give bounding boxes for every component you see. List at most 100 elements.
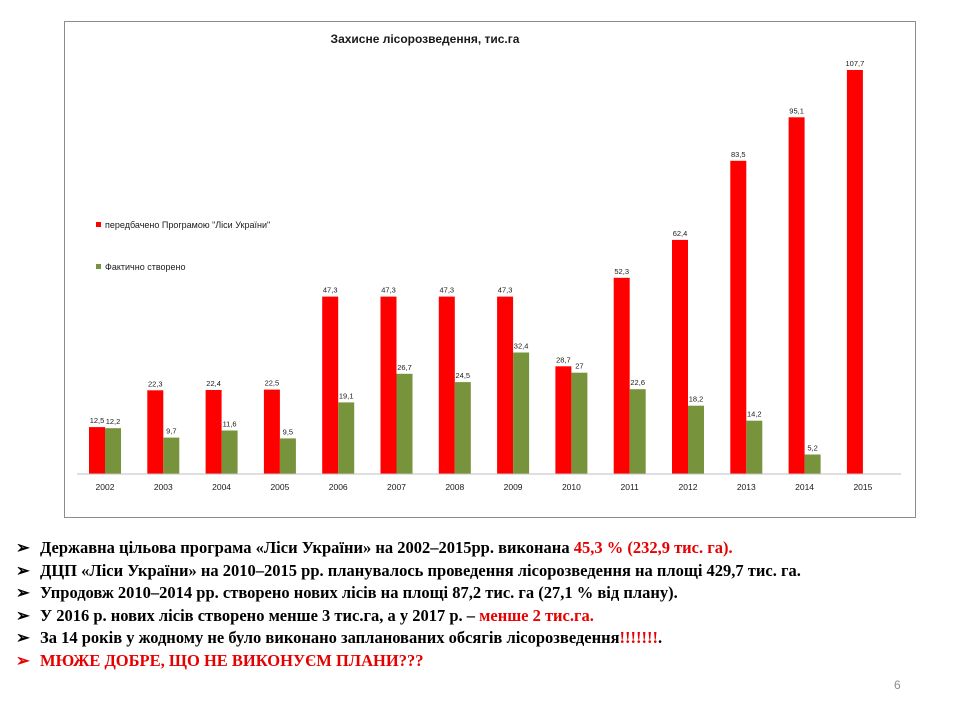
bullet-text: Упродовж 2010–2014 рр. створено нових лі… xyxy=(40,583,678,602)
data-label-actual-2012: 18,2 xyxy=(689,395,704,404)
bar-planned-2014 xyxy=(788,117,805,475)
bullet-arrow-icon: ➢ xyxy=(16,628,30,647)
data-label-planned-2013: 83,5 xyxy=(731,150,746,159)
bar-planned-2013 xyxy=(730,160,747,475)
bar-planned-2002 xyxy=(89,427,105,474)
bar-actual-2003 xyxy=(163,437,180,474)
x-tick-label-2002: 2002 xyxy=(96,482,115,492)
bullet-text-highlight: !!!!!!! xyxy=(619,628,659,647)
bullet-item: ➢ За 14 років у жодному не було виконано … xyxy=(16,627,948,650)
data-label-planned-2002: 12,5 xyxy=(90,416,105,425)
bullet-text: За 14 років у жодному не було виконано з… xyxy=(40,628,620,647)
data-label-actual-2013: 14,2 xyxy=(747,410,762,419)
data-label-actual-2009: 32,4 xyxy=(514,342,529,351)
x-tick-label-2005: 2005 xyxy=(270,482,289,492)
bar-planned-2015 xyxy=(846,70,863,474)
data-label-planned-2010: 28,7 xyxy=(556,355,571,364)
bar-planned-2005 xyxy=(263,389,280,474)
x-tick-label-2007: 2007 xyxy=(387,482,406,492)
chart-legend: передбачено Програмою "Ліси України" Фак… xyxy=(96,220,270,272)
data-label-planned-2006: 47,3 xyxy=(323,286,338,295)
bar-planned-2010 xyxy=(555,366,572,474)
chart-title: Захисне лісорозведення, тис.га xyxy=(331,32,520,46)
bullet-text: . xyxy=(658,628,663,647)
bar-planned-2003 xyxy=(147,390,164,474)
x-tick-label-2015: 2015 xyxy=(853,482,872,492)
bar-planned-2008 xyxy=(438,296,455,474)
data-label-actual-2003: 9,7 xyxy=(166,427,176,436)
bullet-item: ➢ Упродовж 2010–2014 рр. створено нових л… xyxy=(16,582,948,605)
bullet-item: ➢ МЮЖЕ ДОБРЕ, ЩО НЕ ВИКОНУЄМ ПЛАНИ??? xyxy=(16,650,948,673)
x-tick-label-2012: 2012 xyxy=(679,482,698,492)
data-label-actual-2011: 22,6 xyxy=(630,378,645,387)
bullet-text: Державна цільова програма «Ліси України»… xyxy=(40,538,574,557)
data-label-planned-2004: 22,4 xyxy=(206,379,221,388)
bullet-item: ➢ У 2016 р. нових лісів створено менше 3 … xyxy=(16,605,948,628)
data-label-planned-2005: 22,5 xyxy=(265,379,280,388)
bullet-arrow-icon: ➢ xyxy=(16,650,30,670)
bullet-item: ➢ ДЦП «Ліси України» на 2010–2015 рр. пла… xyxy=(16,560,948,583)
legend-swatch-planned xyxy=(96,222,101,227)
x-tick-label-2009: 2009 xyxy=(504,482,523,492)
bar-actual-2010 xyxy=(571,372,588,474)
x-tick-label-2008: 2008 xyxy=(445,482,464,492)
data-label-actual-2007: 26,7 xyxy=(397,363,412,372)
x-tick-label-2006: 2006 xyxy=(329,482,348,492)
x-tick-label-2004: 2004 xyxy=(212,482,231,492)
bar-planned-2009 xyxy=(497,296,514,474)
bar-planned-2011 xyxy=(613,277,630,474)
data-label-actual-2006: 19,1 xyxy=(339,391,354,400)
data-label-actual-2008: 24,5 xyxy=(455,371,470,380)
bullet-arrow-icon: ➢ xyxy=(16,538,30,557)
bar-actual-2002 xyxy=(105,428,121,474)
bullet-text-highlight: 45,3 % (232,9 тис. га). xyxy=(573,538,733,557)
data-label-planned-2003: 22,3 xyxy=(148,379,163,388)
data-label-planned-2012: 62,4 xyxy=(673,229,688,238)
data-label-actual-2010: 27 xyxy=(575,362,583,371)
bar-actual-2011 xyxy=(629,389,646,474)
bar-actual-2006 xyxy=(338,402,355,474)
data-label-planned-2011: 52,3 xyxy=(614,267,629,276)
bars-group: 12,5 12,2 22,3 9,7 22,4 11,6 22,5 9,5 47,3 19,1 47… xyxy=(89,59,865,475)
bullet-arrow-icon: ➢ xyxy=(16,560,30,580)
bar-planned-2006 xyxy=(322,296,339,474)
data-label-actual-2014: 5,2 xyxy=(807,444,817,453)
data-label-planned-2015: 107,7 xyxy=(846,59,865,68)
data-label-actual-2002: 12,2 xyxy=(106,417,121,426)
bar-actual-2004 xyxy=(221,430,238,474)
bar-planned-2004 xyxy=(205,390,222,474)
bullet-text-highlight: менше 2 тис.га. xyxy=(479,605,594,625)
bullet-item: ➢ Державна цільова програма «Ліси України… xyxy=(16,537,948,560)
data-label-actual-2004: 11,6 xyxy=(223,420,237,429)
bar-actual-2012 xyxy=(688,405,704,474)
bar-planned-2012 xyxy=(672,239,688,474)
bullet-text-highlight: МЮЖЕ ДОБРЕ, ЩО НЕ ВИКОНУЄМ ПЛАНИ??? xyxy=(40,650,424,670)
bar-chart: Захисне лісорозведення, тис.га передбаче… xyxy=(77,32,901,492)
data-label-planned-2014: 95,1 xyxy=(789,106,804,115)
bullet-arrow-icon: ➢ xyxy=(16,583,30,602)
data-label-planned-2009: 47,3 xyxy=(498,286,513,295)
x-tick-label-2010: 2010 xyxy=(562,482,581,492)
bullet-arrow-icon: ➢ xyxy=(16,605,30,625)
bar-planned-2007 xyxy=(380,296,397,474)
bar-actual-2008 xyxy=(454,382,471,474)
x-tick-label-2013: 2013 xyxy=(737,482,756,492)
data-label-planned-2007: 47,3 xyxy=(381,286,396,295)
page-number: 6 xyxy=(894,678,901,692)
bullet-text: ДЦП «Ліси України» на 2010–2015 рр. план… xyxy=(40,560,801,580)
legend-label-actual: Фактично створено xyxy=(105,262,186,272)
bar-actual-2013 xyxy=(746,420,763,474)
bar-actual-2014 xyxy=(804,454,821,474)
legend-swatch-actual xyxy=(96,264,101,269)
x-tick-group: 2002 2003 2004 2005 2006 2007 2008 2009 2010 2011… xyxy=(96,482,873,492)
legend-label-planned: передбачено Програмою "Ліси України" xyxy=(105,220,270,230)
bar-actual-2009 xyxy=(513,352,530,474)
data-label-actual-2005: 9,5 xyxy=(283,427,293,436)
x-tick-label-2003: 2003 xyxy=(154,482,173,492)
chart-frame: Захисне лісорозведення, тис.га передбаче… xyxy=(64,21,916,518)
bar-actual-2007 xyxy=(396,373,413,474)
bar-actual-2005 xyxy=(279,438,296,474)
x-tick-label-2011: 2011 xyxy=(621,482,640,492)
x-tick-label-2014: 2014 xyxy=(795,482,814,492)
data-label-planned-2008: 47,3 xyxy=(439,286,454,295)
